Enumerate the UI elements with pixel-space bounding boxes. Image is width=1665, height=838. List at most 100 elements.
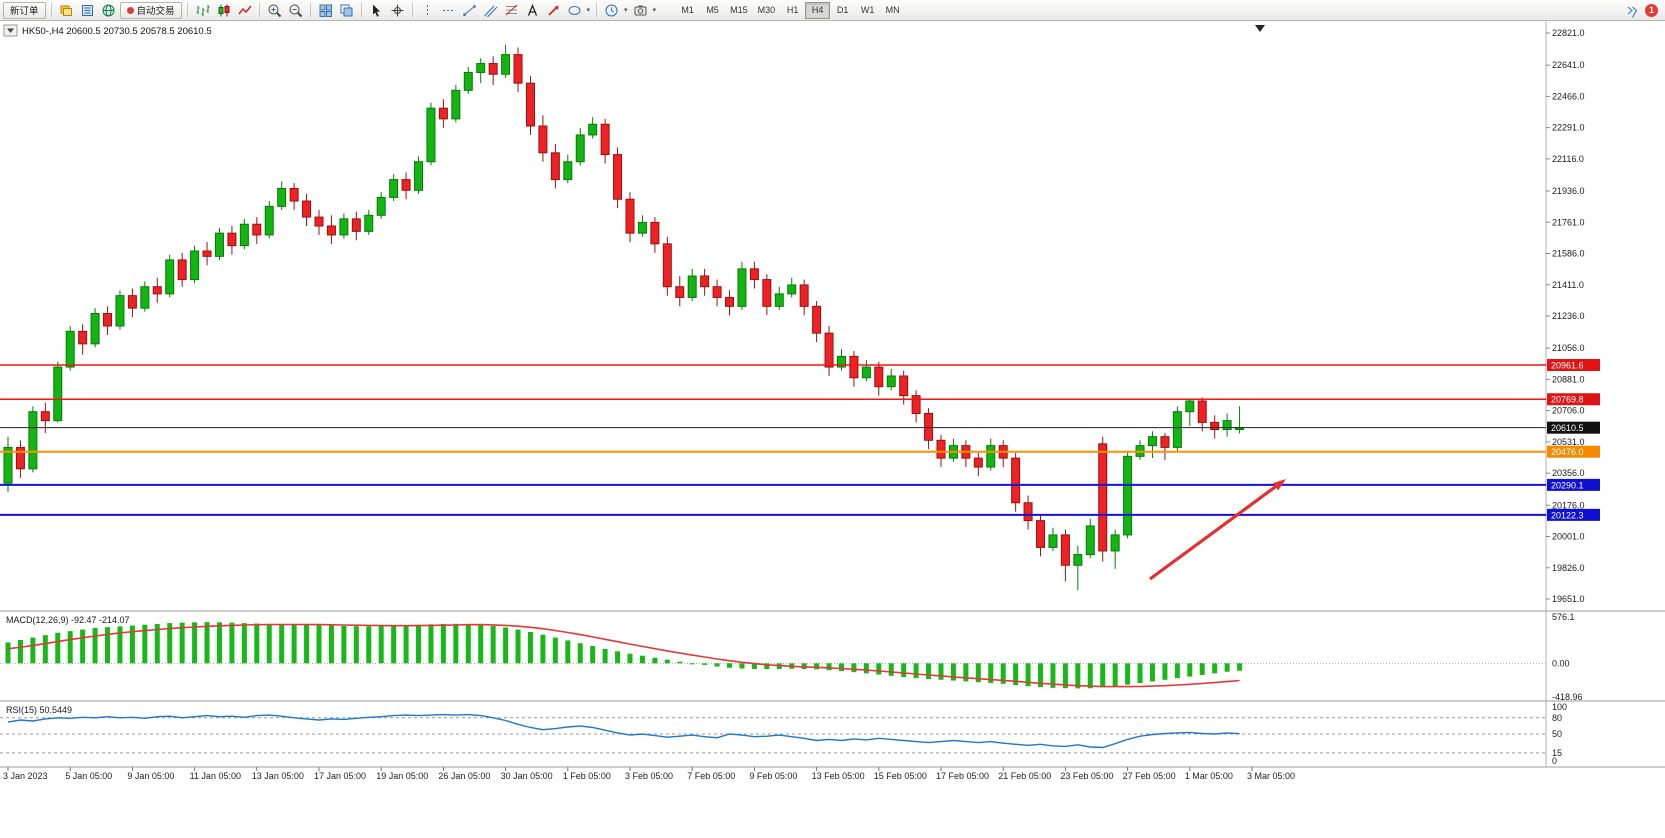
bear-candle xyxy=(127,295,137,309)
macd-histogram-bar xyxy=(192,622,198,664)
zoom-in-icon[interactable] xyxy=(265,2,284,19)
macd-histogram-bar xyxy=(838,663,844,671)
macd-histogram-bar xyxy=(440,623,446,664)
notification-badge[interactable]: 1 xyxy=(1645,3,1658,17)
bear-candle xyxy=(613,154,623,200)
macd-histogram-bar xyxy=(751,663,757,669)
macd-histogram-bar xyxy=(938,663,944,680)
bear-candle xyxy=(650,221,660,245)
vertical-line-icon[interactable] xyxy=(418,2,437,19)
price-axis-label: 19826.0 xyxy=(1552,563,1585,573)
chart-title-ohlc: HK50-,H4 20600.5 20730.5 20578.5 20610.5 xyxy=(22,26,212,37)
macd-histogram-bar xyxy=(1199,663,1205,675)
channel-icon[interactable] xyxy=(481,2,500,19)
zoom-out-icon[interactable] xyxy=(286,2,305,19)
price-axis-label: 21586.0 xyxy=(1552,249,1585,259)
macd-histogram-bar xyxy=(17,640,23,664)
bear-candle xyxy=(1036,520,1046,548)
more-tools-icon[interactable] xyxy=(1622,2,1641,19)
timeframe-button-mn[interactable]: MN xyxy=(880,2,905,19)
price-badge-label: 20961.6 xyxy=(1551,360,1584,370)
cascade-windows-icon[interactable] xyxy=(337,2,356,19)
bear-candle xyxy=(326,225,336,236)
chart-background xyxy=(0,21,1665,838)
macd-histogram-bar xyxy=(403,625,409,664)
macd-histogram-bar xyxy=(540,634,546,664)
macd-histogram-bar xyxy=(1174,663,1180,679)
bull-candle xyxy=(774,293,784,307)
web-globe-icon[interactable] xyxy=(99,2,118,19)
timeframe-button-m15[interactable]: M15 xyxy=(725,2,753,19)
arrow-tool-icon[interactable] xyxy=(544,2,563,19)
bull-candle xyxy=(165,259,175,295)
time-axis-label: 1 Mar 05:00 xyxy=(1185,771,1233,781)
tile-windows-icon[interactable] xyxy=(316,2,335,19)
price-axis-label: 22641.0 xyxy=(1552,60,1585,70)
timeframe-button-m30[interactable]: M30 xyxy=(753,2,781,19)
time-axis[interactable]: 3 Jan 2023 5 Jan 05:00 9 Jan 05:00 11 Jan 0… xyxy=(0,766,1665,781)
rsi-axis-label: 0 xyxy=(1552,756,1557,766)
hline-objects[interactable]: 20961.6 20769.8 20610.5 20476.0 20290.1 20122… xyxy=(0,358,1600,521)
trend-arrow-object[interactable] xyxy=(1149,479,1286,581)
bear-candle xyxy=(488,63,498,75)
new-order-button[interactable]: 新订单 xyxy=(3,1,46,19)
camera-dropdown-caret-icon[interactable]: ▾ xyxy=(652,7,657,14)
documents-stack-icon[interactable] xyxy=(57,2,76,19)
bull-candle xyxy=(1147,436,1157,447)
time-axis-label: 3 Feb 05:00 xyxy=(625,771,673,781)
bull-candle xyxy=(65,330,75,368)
timeframe-button-w1[interactable]: W1 xyxy=(855,2,880,19)
fibonacci-icon[interactable] xyxy=(502,2,521,19)
bear-candle xyxy=(924,412,934,441)
bull-candle xyxy=(364,214,374,232)
macd-histogram-bar xyxy=(279,624,285,664)
macd-histogram-bar xyxy=(764,663,770,670)
cursor-icon[interactable] xyxy=(367,2,386,19)
bull-candle xyxy=(3,446,13,484)
bull-candle xyxy=(426,107,436,163)
bar-chart-icon[interactable] xyxy=(193,2,212,19)
timeframe-button-m1[interactable]: M1 xyxy=(675,2,700,19)
candlestick-chart-icon[interactable] xyxy=(214,2,233,19)
clock-icon[interactable] xyxy=(602,2,621,19)
shapes-dropdown-caret-icon[interactable]: ▾ xyxy=(586,7,591,14)
bull-candle xyxy=(1123,455,1133,536)
rsi-axis-label: 80 xyxy=(1552,713,1562,723)
horizontal-line-icon[interactable] xyxy=(439,2,458,19)
time-axis-label: 26 Jan 05:00 xyxy=(438,771,490,781)
timeframe-button-m5[interactable]: M5 xyxy=(700,2,725,19)
chart-canvas[interactable]: 22821.0 22641.0 22466.0 22291.0 22116.0 21936… xyxy=(0,21,1665,838)
bear-candle xyxy=(712,286,722,298)
market-book-icon[interactable] xyxy=(78,2,97,19)
camera-icon[interactable] xyxy=(631,2,650,19)
macd-histogram-bar xyxy=(1062,663,1068,689)
bull-candle xyxy=(463,71,473,91)
trendline-icon[interactable] xyxy=(460,2,479,19)
bull-candle xyxy=(836,355,846,368)
macd-histogram-bar xyxy=(515,629,521,664)
macd-histogram-bar xyxy=(142,624,148,664)
clock-dropdown-caret-icon[interactable]: ▾ xyxy=(624,7,628,14)
price-axis[interactable]: 22821.0 22641.0 22466.0 22291.0 22116.0 21936… xyxy=(1545,21,1585,767)
macd-histogram-bar xyxy=(615,651,621,664)
toolbar-separator xyxy=(360,3,362,17)
bull-candle xyxy=(588,123,598,136)
bear-candle xyxy=(762,279,772,307)
macd-panel: MACD(12,26,9) -92.47 -214.07 576.1 0.00 -41… xyxy=(0,612,1583,702)
timeframe-button-h1[interactable]: H1 xyxy=(780,2,805,19)
bear-candle xyxy=(749,268,759,281)
rsi-axis-label: 15 xyxy=(1552,748,1562,758)
shapes-icon[interactable] xyxy=(565,2,584,19)
bull-candle xyxy=(563,161,573,181)
macd-histogram-bar xyxy=(129,625,135,664)
chart-shift-marker-icon[interactable] xyxy=(1255,25,1265,32)
bear-candle xyxy=(302,200,312,218)
text-tool-icon[interactable] xyxy=(523,2,542,19)
line-chart-icon[interactable] xyxy=(235,2,254,19)
timeframe-button-d1[interactable]: D1 xyxy=(830,2,855,19)
timeframe-button-h4[interactable]: H4 xyxy=(805,1,831,19)
bear-candle xyxy=(1160,436,1170,448)
crosshair-icon[interactable] xyxy=(388,2,407,19)
time-axis-label: 1 Feb 05:00 xyxy=(563,771,611,781)
auto-trading-button[interactable]: 自动交易 xyxy=(119,1,182,19)
